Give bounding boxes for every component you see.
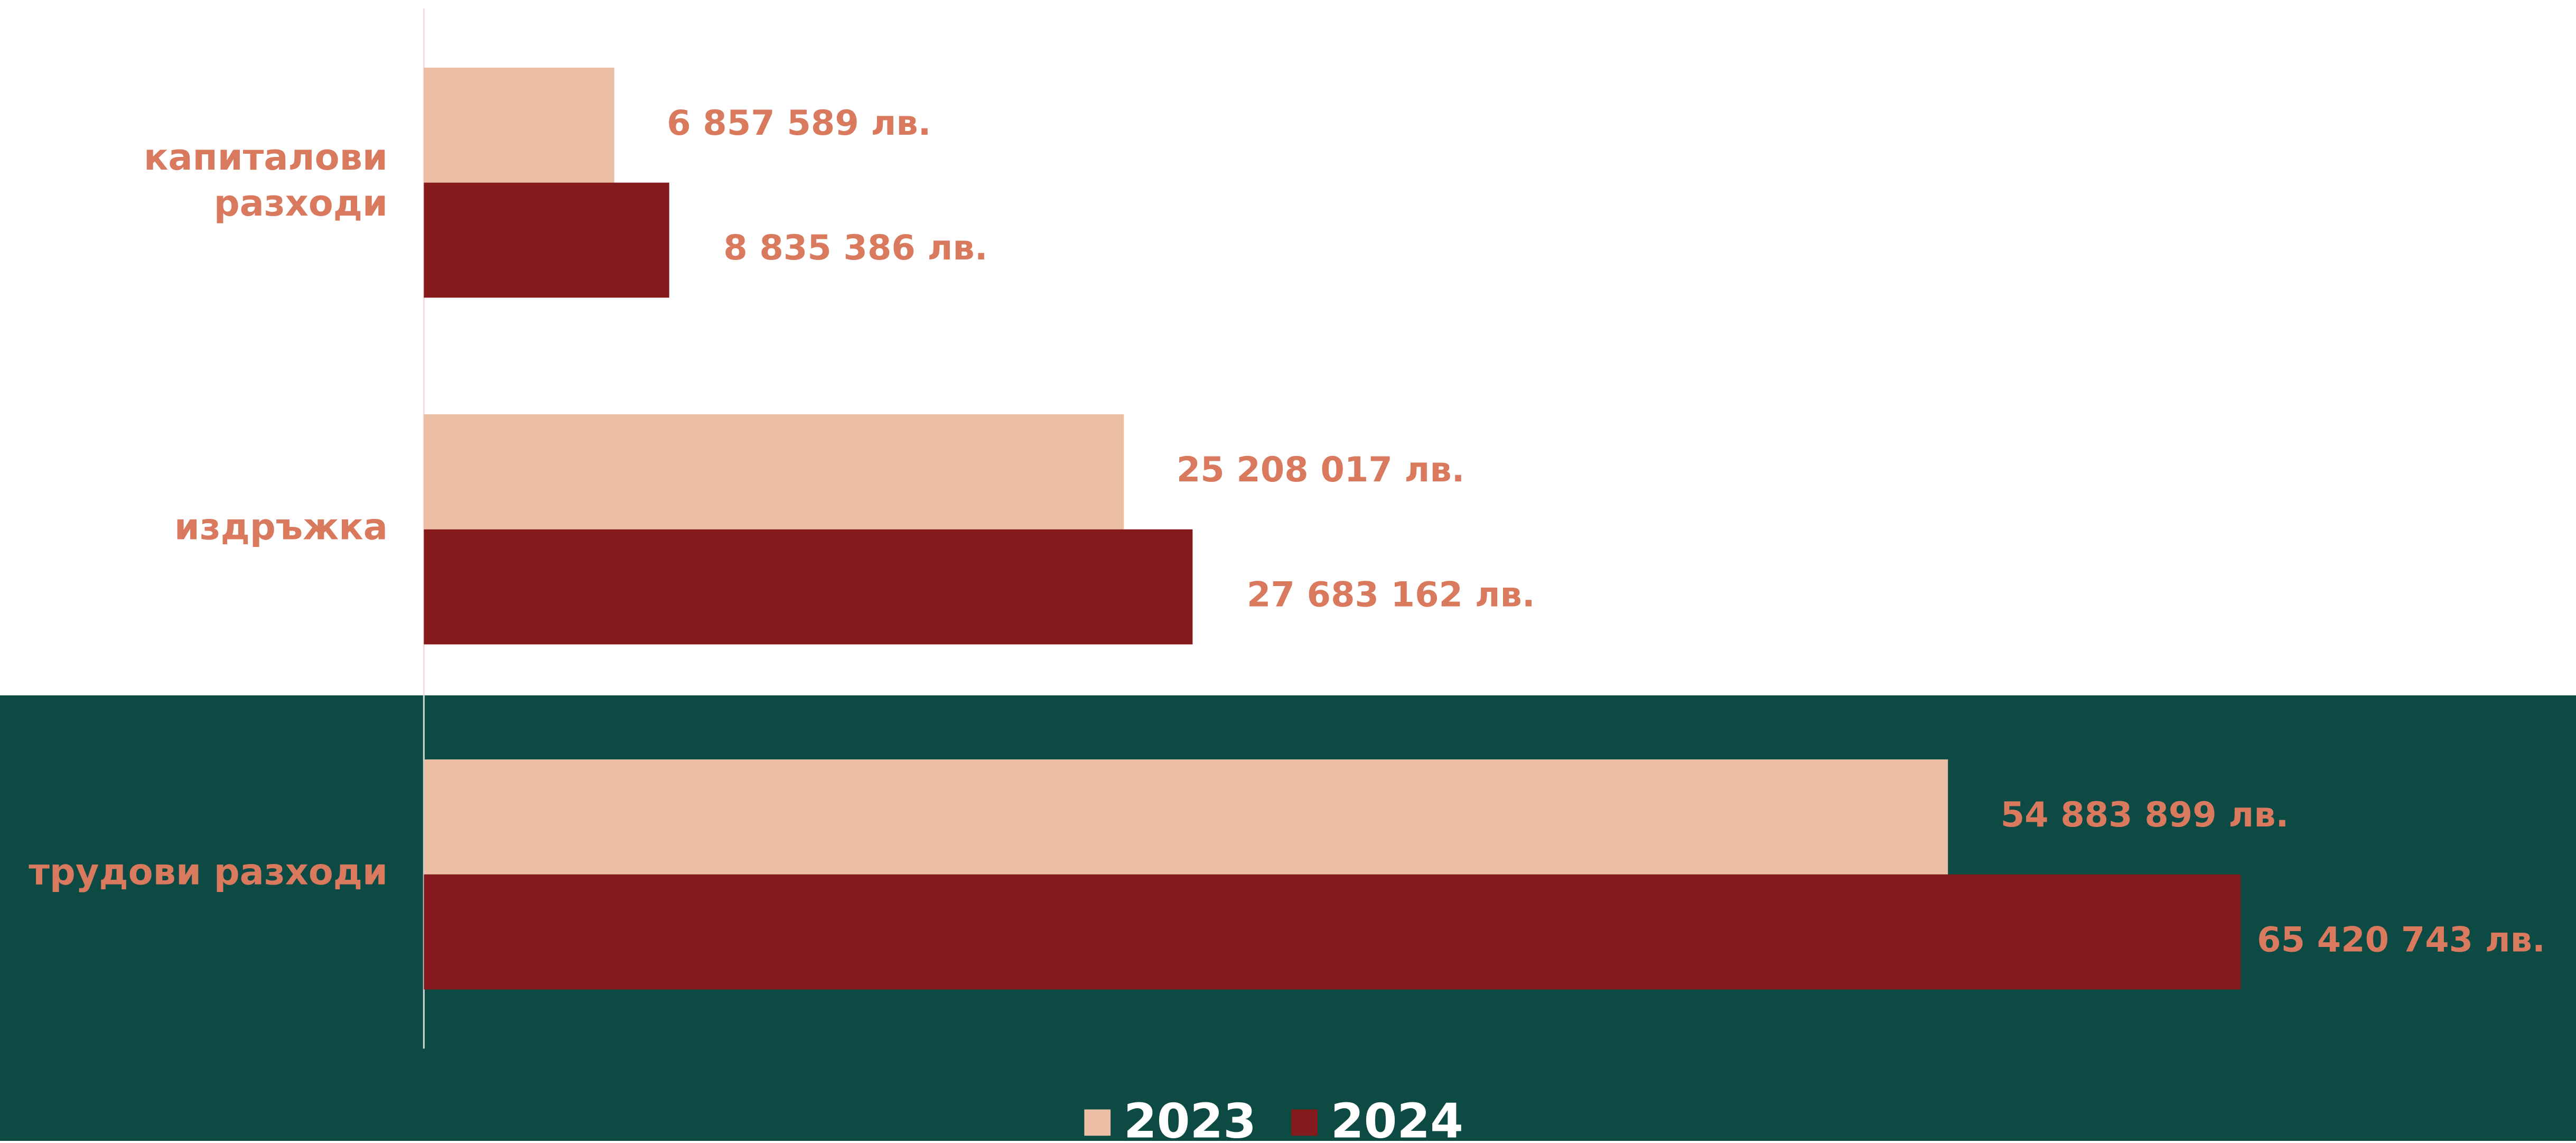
category-label: капиталови разходи: [144, 137, 388, 225]
bar: [424, 67, 614, 183]
category-label: издръжка: [174, 506, 388, 548]
bar: [424, 529, 1193, 645]
category-label: трудови разходи: [29, 851, 388, 893]
bar: [424, 759, 1948, 875]
legend-label: 2024: [1331, 1093, 1463, 1141]
bar: [424, 182, 669, 298]
value-label: 27 683 162 лв.: [1247, 574, 1535, 615]
legend-label: 2023: [1124, 1093, 1256, 1141]
value-label: 8 835 386 лв.: [723, 228, 987, 268]
value-label: 54 883 899 лв.: [2001, 795, 2289, 835]
value-label: 6 857 589 лв.: [667, 103, 931, 143]
bar: [424, 874, 2241, 990]
legend-swatch: [1291, 1109, 1318, 1136]
value-label: 65 420 743 лв.: [2257, 919, 2545, 960]
bar: [424, 414, 1124, 529]
value-label: 25 208 017 лв.: [1177, 450, 1465, 490]
legend-swatch: [1084, 1109, 1111, 1136]
